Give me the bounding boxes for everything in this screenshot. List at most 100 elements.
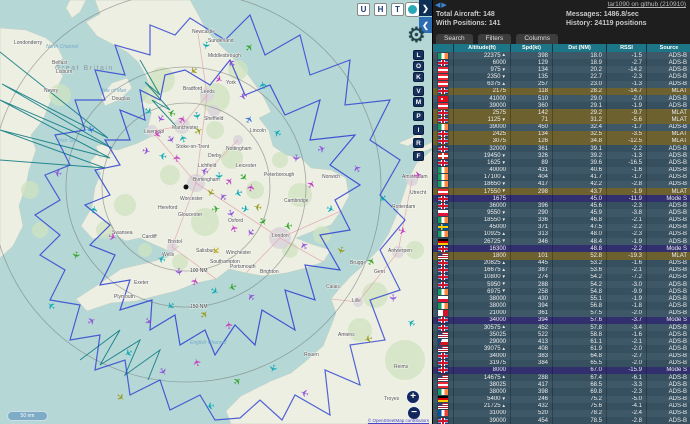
- aircraft-icon[interactable]: ✈: [299, 385, 311, 398]
- layer-button-r[interactable]: R: [413, 138, 424, 148]
- aircraft-icon[interactable]: ✈: [232, 185, 244, 198]
- osm-link[interactable]: OpenStreetMap: [372, 418, 405, 423]
- aircraft-row[interactable]: 6975 ▼ 258 54.8 -9.9 ADS-B: [433, 288, 690, 296]
- aircraft-row[interactable]: 10925 ▲ 313 48.0 -2.3 ADS-B: [433, 230, 690, 239]
- zoom-in-button[interactable]: +: [406, 390, 420, 404]
- layer-button-v[interactable]: V: [413, 86, 424, 96]
- layer-button-p[interactable]: P: [413, 111, 424, 121]
- aircraft-icon[interactable]: ✈: [89, 205, 101, 215]
- aircraft-icon[interactable]: ✈: [289, 153, 301, 162]
- aircraft-row[interactable]: 2175 118 28.2 -14.7 MLAT: [433, 87, 690, 95]
- aircraft-row[interactable]: 26725 ▼ 346 48.4 -1.9 ADS-B: [433, 238, 690, 246]
- aircraft-icon[interactable]: ✈: [173, 154, 184, 162]
- tab-columns[interactable]: Columns: [516, 33, 558, 44]
- aircraft-row[interactable]: 21000 361 57.5 -2.0 ADS-B: [433, 309, 690, 317]
- sidebar-collapse-button[interactable]: ❮: [419, 17, 432, 33]
- aircraft-row[interactable]: 8000 67.0 -15.9 Mode S: [433, 366, 690, 375]
- aircraft-row[interactable]: 34000 394 57.6 -3.7 Mode S: [433, 316, 690, 324]
- map-button-u[interactable]: U: [357, 3, 370, 16]
- aircraft-row[interactable]: 975 ▼ 134 20.2 -14.2 ADS-B: [433, 66, 690, 74]
- aircraft-row[interactable]: 39000 360 29.1 -1.9 ADS-B: [433, 102, 690, 110]
- aircraft-icon[interactable]: ✈: [246, 183, 258, 193]
- aircraft-row[interactable]: 1800 101 52.8 -19.3 MLAT: [433, 252, 690, 260]
- col-rssi[interactable]: RSSI: [606, 44, 646, 52]
- aircraft-row[interactable]: 3075 126 34.8 -12.5 MLAT: [433, 137, 690, 146]
- aircraft-row[interactable]: 16675 ▲ 387 53.6 -2.1 ADS-B: [433, 266, 690, 274]
- aircraft-row[interactable]: 1675 45.0 -11.9 Mode S: [433, 195, 690, 203]
- aircraft-icon[interactable]: ✈: [226, 279, 238, 292]
- aircraft-icon[interactable]: ✈: [396, 225, 408, 238]
- tab-filters[interactable]: Filters: [477, 33, 512, 44]
- map-button-h[interactable]: H: [374, 3, 387, 16]
- aircraft-icon[interactable]: ✈: [106, 231, 118, 244]
- aircraft-row[interactable]: 5400 ▼ 246 75.2 -5.0 ADS-B: [433, 395, 690, 403]
- aircraft-row[interactable]: 16300 48.8 -2.2 Mode S: [433, 245, 690, 253]
- aircraft-row[interactable]: 29000 413 61.1 -2.1 ADS-B: [433, 338, 690, 346]
- aircraft-icon[interactable]: ✈: [333, 244, 346, 256]
- aircraft-row[interactable]: 20825 ▲ 445 53.2 -1.6 ADS-B: [433, 259, 690, 267]
- aircraft-icon[interactable]: ✈: [141, 146, 151, 158]
- aircraft-icon[interactable]: ✈: [228, 222, 241, 234]
- aircraft-row[interactable]: 40000 431 40.6 -1.6 ADS-B: [433, 166, 690, 174]
- aircraft-row[interactable]: 31000 520 78.2 -2.4 ADS-B: [433, 409, 690, 417]
- zoom-out-button[interactable]: −: [407, 406, 421, 420]
- layer-button-l[interactable]: L: [413, 50, 424, 60]
- github-link[interactable]: tar1090 on github (210910): [607, 1, 686, 8]
- aircraft-icon[interactable]: ✈: [265, 362, 278, 374]
- aircraft-row[interactable]: 38000 430 55.1 -1.9 ADS-B: [433, 295, 690, 303]
- aircraft-icon[interactable]: ✈: [156, 251, 168, 264]
- aircraft-row[interactable]: 38025 417 68.5 -3.3 ADS-B: [433, 381, 690, 389]
- aircraft-icon[interactable]: ✈: [253, 200, 263, 212]
- aircraft-icon[interactable]: ✈: [213, 172, 224, 180]
- col-flag[interactable]: [433, 44, 453, 52]
- aircraft-row[interactable]: 6375 ▲ 257 23.0 -1.3 ADS-B: [433, 80, 690, 88]
- aircraft-icon[interactable]: ✈: [166, 105, 178, 118]
- aircraft-row[interactable]: 2350 ▼ 135 22.7 -2.3 ADS-B: [433, 73, 690, 81]
- layers-button[interactable]: [405, 2, 420, 17]
- layer-button-i[interactable]: I: [413, 125, 424, 135]
- aircraft-icon[interactable]: ✈: [172, 267, 184, 276]
- aircraft-row[interactable]: 36000 396 45.6 -2.3 ADS-B: [433, 202, 690, 210]
- aircraft-row[interactable]: 6000 129 18.9 -2.7 ADS-B: [433, 59, 690, 67]
- aircraft-row[interactable]: 14675 ▲ 288 67.4 -6.1 ADS-B: [433, 374, 690, 382]
- aircraft-row[interactable]: 17550 ▼ 298 43.7 -1.9 MLAT: [433, 187, 690, 196]
- aircraft-icon[interactable]: ✈: [283, 219, 293, 231]
- aircraft-row[interactable]: 30575 ▲ 452 57.8 -3.4 ADS-B: [433, 323, 690, 332]
- map-canvas[interactable]: North Channel Irish Sea Isle of Man English…: [0, 0, 432, 424]
- sidebar-resize-icon[interactable]: ◀▶: [435, 2, 448, 9]
- aircraft-icon[interactable]: ✈: [189, 276, 202, 288]
- aircraft-row[interactable]: 10800 ▼ 274 54.2 -7.2 ADS-B: [433, 273, 690, 281]
- aircraft-icon[interactable]: ✈: [53, 166, 63, 178]
- aircraft-icon[interactable]: ✈: [413, 170, 423, 182]
- aircraft-row[interactable]: 38000 394 56.8 -1.8 ADS-B: [433, 302, 690, 310]
- aircraft-row[interactable]: 32000 361 39.1 -2.2 ADS-B: [433, 145, 690, 153]
- aircraft-row[interactable]: 45000 371 47.5 -2.2 ADS-B: [433, 223, 690, 231]
- aircraft-row[interactable]: 39075 ▲ 408 61.9 -2.0 ADS-B: [433, 345, 690, 353]
- aircraft-icon[interactable]: ✈: [84, 125, 97, 136]
- aircraft-row[interactable]: 34000 383 64.8 -2.7 ADS-B: [433, 352, 690, 360]
- aircraft-row[interactable]: 1625 ▼ 89 39.6 -16.5 ADS-B: [433, 159, 690, 167]
- aircraft-row[interactable]: 19450 ▼ 326 39.2 -1.3 ADS-B: [433, 152, 690, 160]
- aircraft-row[interactable]: 9550 ▼ 290 45.9 -3.8 ADS-B: [433, 209, 690, 217]
- col-dst-nm-[interactable]: Dst (NM): [552, 44, 606, 52]
- map-button-t[interactable]: T: [391, 3, 404, 16]
- aircraft-icon[interactable]: ✈: [199, 163, 211, 176]
- aircraft-row[interactable]: 22375 ▲ 398 18.0 -1.5 ADS-B: [433, 52, 690, 60]
- aircraft-icon[interactable]: ✈: [362, 331, 374, 344]
- aircraft-row[interactable]: 18550 ▼ 336 46.8 -2.1 ADS-B: [433, 216, 690, 224]
- aircraft-icon[interactable]: ✈: [387, 294, 398, 302]
- aircraft-icon[interactable]: ✈: [238, 89, 248, 101]
- aircraft-row[interactable]: 38000 398 69.8 -2.3 ADS-B: [433, 388, 690, 396]
- col-altitude-ft-[interactable]: Altitude(ft): [453, 44, 510, 52]
- aircraft-row[interactable]: 17100 ▲ 404 41.7 -1.7 ADS-B: [433, 173, 690, 181]
- aircraft-icon[interactable]: ✈: [258, 80, 270, 90]
- aircraft-row[interactable]: 31975 384 65.5 -2.0 ADS-B: [433, 359, 690, 367]
- aircraft-row[interactable]: 21725 ▲ 432 75.6 -4.1 ADS-B: [433, 402, 690, 410]
- aircraft-row[interactable]: 18650 ▼ 417 42.2 -2.8 ADS-B: [433, 180, 690, 188]
- aircraft-icon[interactable]: ✈: [190, 111, 202, 121]
- layer-button-f[interactable]: F: [413, 151, 424, 161]
- aircraft-icon[interactable]: ✈: [69, 250, 81, 260]
- aircraft-icon[interactable]: ✈: [224, 320, 236, 329]
- aircraft-icon[interactable]: ✈: [177, 132, 190, 144]
- aircraft-icon[interactable]: ✈: [211, 204, 221, 216]
